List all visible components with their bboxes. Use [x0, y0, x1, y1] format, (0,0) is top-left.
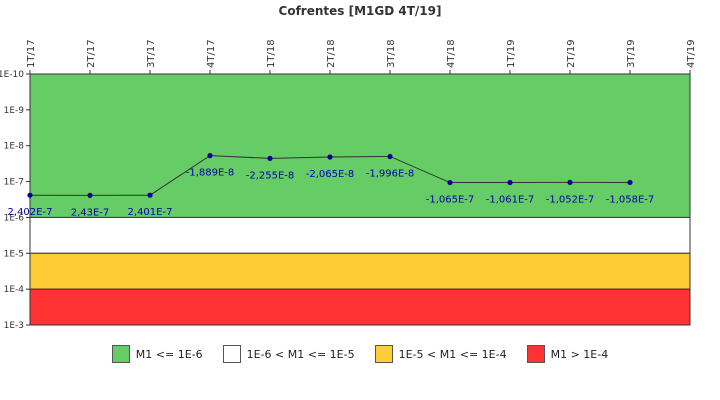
y-tick-label-4: 1E-6 — [4, 213, 25, 223]
legend-swatch-0 — [111, 345, 130, 363]
legend: M1 <= 1E-6 1E-6 < M1 <= 1E-5 1E-5 < M1 <= … — [0, 345, 720, 363]
y-tick-label-3: 1E-7 — [4, 178, 24, 188]
x-tick-label-4: 1T/18 — [266, 39, 277, 68]
data-label-3: -1,889E-8 — [186, 168, 235, 179]
data-point-2 — [147, 192, 153, 198]
x-tick-label-8: 1T/19 — [506, 39, 517, 68]
legend-item-3: M1 > 1E-4 — [526, 345, 609, 363]
data-point-0 — [27, 192, 33, 198]
threshold-bands — [29, 73, 691, 326]
data-point-5 — [327, 154, 333, 160]
x-tick-label-9: 2T/19 — [566, 39, 577, 68]
legend-label-2: 1E-5 < M1 <= 1E-4 — [398, 347, 507, 361]
y-tick-label-5: 1E-5 — [4, 249, 24, 259]
data-label-7: -1,065E-7 — [426, 195, 475, 206]
legend-item-1: 1E-6 < M1 <= 1E-5 — [222, 345, 355, 363]
plot-frame — [29, 73, 691, 326]
series-group — [27, 153, 633, 198]
data-label-10: -1,058E-7 — [606, 194, 655, 205]
y-tick-label-6: 1E-4 — [4, 285, 25, 295]
data-labels: 2,402E-7 2,43E-7 2,401E-7 -1,889E-8 -2,255E-… — [8, 168, 655, 219]
data-point-3 — [207, 153, 213, 159]
data-label-1: 2,43E-7 — [71, 207, 110, 218]
x-tick-label-1: 2T/17 — [86, 39, 97, 68]
x-tick-label-6: 3T/18 — [386, 39, 397, 68]
data-point-7 — [447, 179, 453, 186]
band-1 — [29, 216, 691, 254]
legend-label-3: M1 > 1E-4 — [550, 347, 609, 361]
data-point-9 — [567, 179, 573, 185]
y-tick-label-7: 1E-3 — [4, 321, 24, 331]
legend-swatch-1 — [222, 345, 241, 363]
legend-label-0: M1 <= 1E-6 — [135, 347, 203, 361]
data-label-0: 2,402E-7 — [8, 207, 53, 218]
data-label-8: -1,061E-7 — [486, 194, 535, 205]
x-tick-label-5: 2T/18 — [326, 39, 337, 68]
data-label-5: -2,065E-8 — [306, 169, 355, 180]
band-0 — [29, 73, 691, 218]
y-tick-label-0: 1E-10 — [0, 70, 24, 80]
legend-swatch-2 — [374, 345, 393, 363]
data-label-4: -2,255E-8 — [246, 170, 295, 181]
band-2 — [29, 252, 691, 290]
x-tick-label-7: 4T/18 — [446, 39, 457, 68]
data-point-10 — [627, 179, 633, 186]
x-tick-label-3: 4T/17 — [206, 39, 217, 68]
band-3 — [29, 288, 691, 326]
data-label-9: -1,052E-7 — [546, 194, 595, 205]
data-point-1 — [87, 192, 93, 198]
chart-title: Cofrentes [M1GD 4T/19] — [279, 4, 442, 18]
legend-label-1: 1E-6 < M1 <= 1E-5 — [246, 347, 355, 361]
legend-swatch-3 — [526, 345, 545, 363]
y-tick-label-1: 1E-9 — [4, 106, 25, 116]
data-point-4 — [267, 155, 273, 161]
legend-item-0: M1 <= 1E-6 — [111, 345, 203, 363]
data-label-6: -1,996E-8 — [366, 168, 415, 179]
x-tick-label-11: 4T/19 — [686, 39, 697, 68]
x-tick-label-2: 3T/17 — [146, 39, 157, 68]
y-tick-label-2: 1E-8 — [4, 142, 25, 152]
chart: Cofrentes [M1GD 4T/19] 1T/17 2T/17 3T/17 4T… — [0, 4, 697, 331]
x-tick-label-0: 1T/17 — [26, 39, 37, 68]
data-point-6 — [387, 153, 393, 160]
x-axis-ticks: 1T/17 2T/17 3T/17 4T/17 1T/18 2T/18 3T/18 4T/18… — [26, 39, 697, 74]
legend-item-2: 1E-5 < M1 <= 1E-4 — [374, 345, 507, 363]
data-point-8 — [507, 179, 513, 186]
y-axis-ticks: 1E-10 1E-9 1E-8 1E-7 1E-6 1E-5 1E-4 1E-3 — [0, 70, 30, 331]
x-tick-label-10: 3T/19 — [626, 39, 637, 68]
data-label-2: 2,401E-7 — [128, 207, 173, 218]
